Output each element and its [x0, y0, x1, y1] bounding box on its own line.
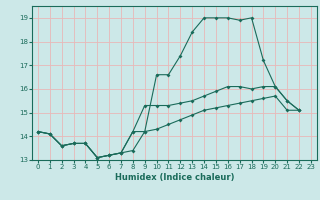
X-axis label: Humidex (Indice chaleur): Humidex (Indice chaleur): [115, 173, 234, 182]
